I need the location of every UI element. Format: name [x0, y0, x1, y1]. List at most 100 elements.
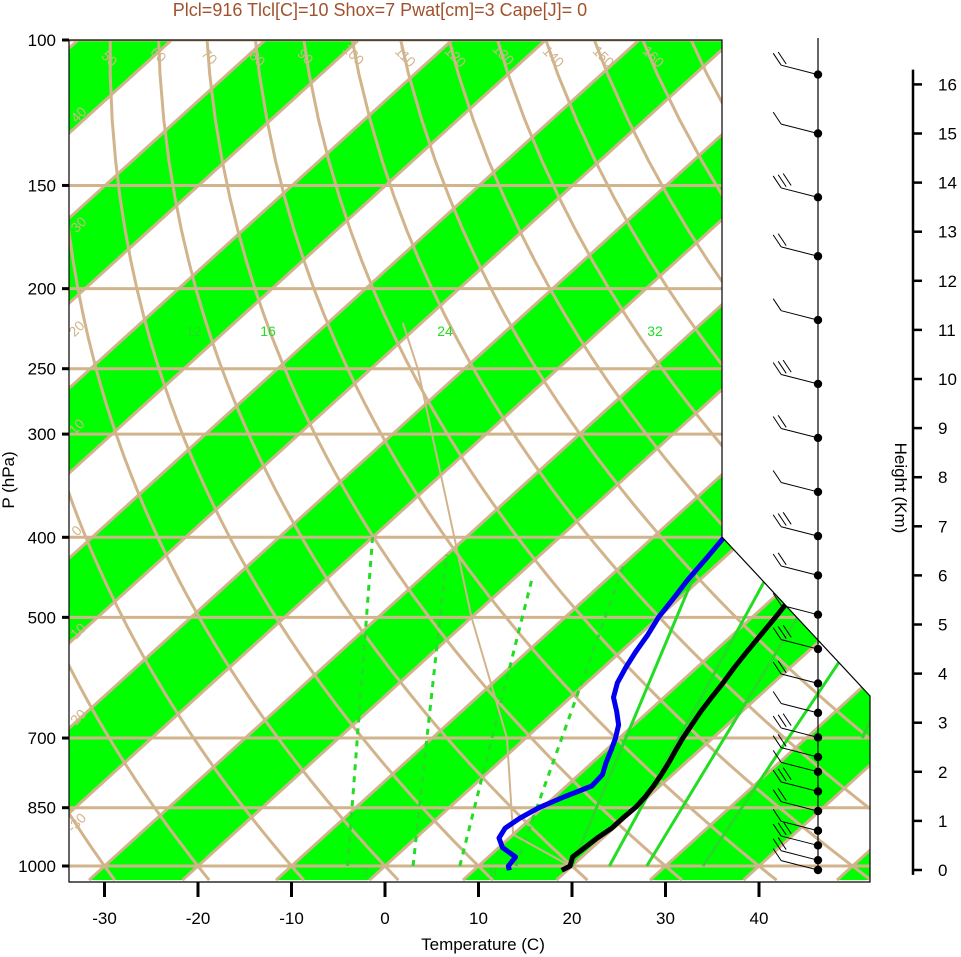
- mixing-ratio-line: [411, 554, 449, 867]
- isotherm-line: [69, 40, 287, 882]
- y-tick-label: 200: [28, 280, 56, 299]
- wind-barb: [781, 123, 819, 134]
- y-axis-label: P (hPa): [0, 451, 18, 508]
- isotherm-line: [69, 40, 474, 882]
- isotherm-band: [69, 40, 870, 881]
- wind-barb-feather: [782, 713, 792, 726]
- wind-barb: [781, 639, 819, 650]
- wind-barb-feather: [772, 627, 782, 640]
- isotherm-line: [649, 40, 870, 882]
- dry-adiabat-line: [69, 40, 116, 881]
- wind-barb: [781, 64, 819, 76]
- isotherm-band: [0, 22, 5, 880]
- isotherm-label: 110: [392, 43, 419, 70]
- wind-barb: [781, 246, 819, 257]
- mixing-ratio-lines: 12 16 24 32 3 8: [186, 323, 870, 880]
- wind-barb-feather: [772, 750, 782, 763]
- wind-barb-feather: [772, 416, 782, 429]
- mixing-ratio-label: 12: [186, 323, 202, 339]
- dry-adiabat-line: [156, 40, 589, 882]
- height-tick-label: 5: [938, 616, 947, 635]
- wind-barb: [781, 835, 819, 846]
- isotherm-bands: [0, 22, 870, 881]
- plot-area: 12 16 24 323 8 50 60 70 80 90 100 110 120 130 140 150 1…: [0, 22, 961, 882]
- wind-barb: [781, 565, 819, 576]
- wind-barb-feather: [772, 661, 782, 675]
- wind-barb-feather: [782, 821, 792, 834]
- height-tick-label: 11: [938, 321, 956, 340]
- dry-adiabat-line: [69, 40, 400, 882]
- wind-barb-feather: [777, 768, 787, 782]
- wind-barb-feather: [772, 769, 782, 783]
- wind-barb-feather: [777, 513, 787, 526]
- wind-barb-feather: [777, 51, 787, 65]
- height-tick-label: 4: [938, 665, 947, 684]
- height-tick-label: 13: [938, 223, 957, 242]
- wind-barb-feather: [772, 838, 782, 852]
- x-tick-label: 20: [563, 909, 582, 928]
- adiabat-label: 0: [722, 458, 739, 475]
- y-tick-label: 700: [28, 729, 56, 748]
- x-axis-label: Temperature (C): [421, 935, 545, 954]
- temperature-series: [560, 40, 870, 873]
- mixing-ratio-line: [514, 562, 626, 867]
- height-tick-label: 6: [938, 566, 947, 585]
- wind-barb-feather: [772, 553, 782, 567]
- height-tick-label: 9: [938, 419, 947, 438]
- dry-adiabat-line: [69, 40, 211, 882]
- wind-barb: [781, 781, 819, 792]
- dry-adiabat-line: [204, 40, 683, 882]
- wind-barb-feather: [782, 624, 792, 638]
- isotherm-line: [181, 40, 870, 882]
- dry-adiabat-line: [251, 40, 778, 882]
- dry-adiabat-line: [490, 40, 870, 882]
- isotherm-line: [0, 22, 5, 880]
- wind-barb-feather: [772, 691, 782, 704]
- mixing-ratio-label: 16: [260, 323, 276, 339]
- wind-barb-feather: [782, 512, 792, 525]
- height-tick-label: 2: [938, 763, 947, 782]
- wind-barb-feather: [772, 593, 782, 606]
- wind-barb-feather: [772, 362, 782, 375]
- isotherm-band: [69, 40, 753, 881]
- wind-barb-feather: [777, 714, 787, 728]
- wind-barb-feather: [777, 415, 787, 428]
- wind-barb-feather: [782, 359, 792, 373]
- isotherm-line: [69, 40, 661, 882]
- wind-barb: [781, 727, 819, 738]
- dry-adiabat-line: [299, 40, 870, 882]
- wind-barb: [781, 820, 819, 832]
- y-tick-label: 1000: [18, 857, 56, 876]
- height-tick-label: 14: [938, 174, 957, 193]
- isotherm-line: [462, 40, 870, 882]
- isotherm-band: [69, 40, 566, 881]
- wind-barb: [781, 747, 819, 758]
- isotherm-label: 140: [540, 43, 568, 71]
- x-tick-label: 40: [750, 909, 769, 928]
- wind-barb: [781, 482, 819, 493]
- wind-barb-feather: [772, 715, 782, 729]
- wind-barb-feather: [777, 233, 787, 246]
- wind-barb-feather: [772, 848, 782, 861]
- dry-adiabat-line: [873, 22, 961, 881]
- dry-adiabat-line: [347, 40, 870, 882]
- mixing-ratio-label: 3: [361, 864, 369, 880]
- wind-barb-feather: [772, 175, 782, 189]
- adiabat-label: 30: [725, 121, 747, 143]
- wind-barb-feather: [772, 735, 782, 748]
- x-tick-label: 0: [380, 909, 389, 928]
- wind-barb: [781, 428, 819, 439]
- adiabat-label: 10: [725, 341, 747, 363]
- mixing-ratio-label: 32: [647, 323, 663, 339]
- adiabat-label: 10: [747, 537, 769, 559]
- wind-barb-feather: [777, 361, 787, 374]
- adiabat-label: 30: [845, 645, 867, 667]
- wind-barb-feather: [772, 809, 782, 822]
- height-tick-label: 8: [938, 468, 947, 487]
- wind-barb-feather: [772, 470, 782, 483]
- isotherm-lines: [0, 22, 870, 882]
- moist-line: [818, 367, 870, 470]
- wind-barb-feather: [772, 52, 782, 66]
- wind-barb-feather: [777, 552, 787, 566]
